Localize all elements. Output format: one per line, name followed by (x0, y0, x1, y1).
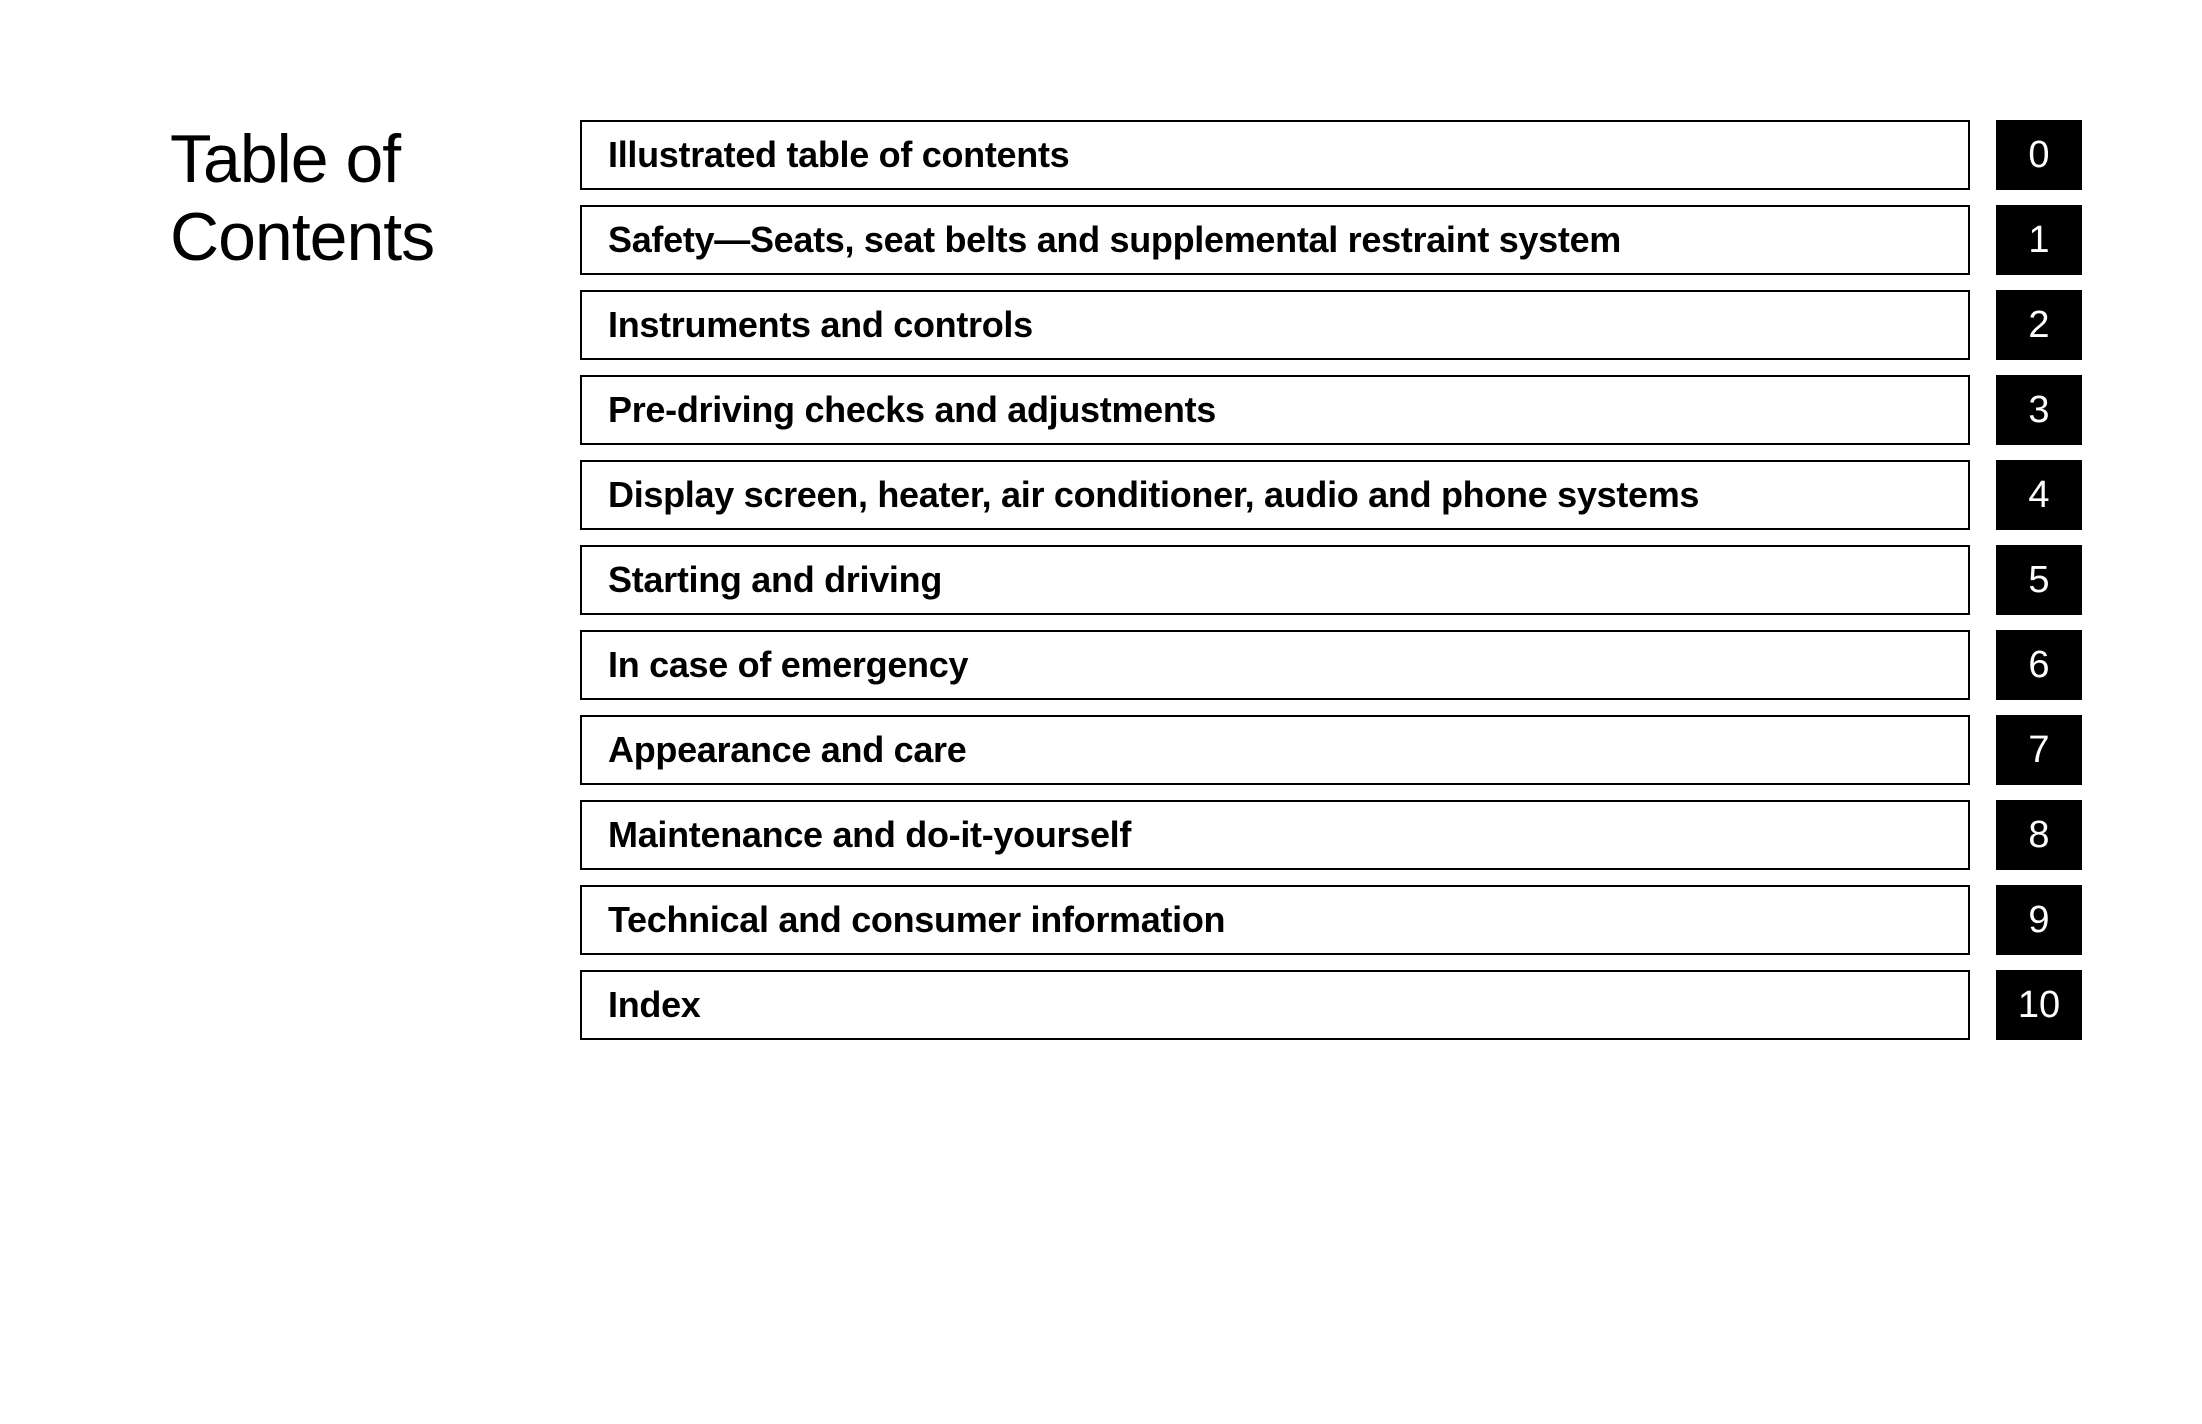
toc-label-box: Technical and consumer information (580, 885, 1970, 955)
toc-label-box: Instruments and controls (580, 290, 1970, 360)
toc-label-box: Appearance and care (580, 715, 1970, 785)
toc-label: Pre-driving checks and adjustments (608, 389, 1216, 431)
toc-row: Illustrated table of contents 0 (580, 120, 2082, 190)
toc-label: Safety—Seats, seat belts and supplementa… (608, 219, 1621, 261)
toc-list: Illustrated table of contents 0 Safety—S… (580, 120, 2082, 1040)
toc-label: Maintenance and do-it-yourself (608, 814, 1131, 856)
toc-label: Display screen, heater, air conditioner,… (608, 474, 1699, 516)
toc-label-box: Index (580, 970, 1970, 1040)
toc-number-box: 6 (1996, 630, 2082, 700)
toc-label: Illustrated table of contents (608, 134, 1069, 176)
toc-number: 5 (2028, 559, 2049, 602)
toc-number-box: 10 (1996, 970, 2082, 1040)
toc-label-box: Safety—Seats, seat belts and supplementa… (580, 205, 1970, 275)
toc-label-box: Pre-driving checks and adjustments (580, 375, 1970, 445)
toc-label: Technical and consumer information (608, 899, 1225, 941)
toc-number-box: 4 (1996, 460, 2082, 530)
toc-label-box: Display screen, heater, air conditioner,… (580, 460, 1970, 530)
toc-number: 6 (2028, 644, 2049, 687)
toc-row: Instruments and controls 2 (580, 290, 2082, 360)
toc-number: 10 (2018, 984, 2060, 1027)
toc-label: Appearance and care (608, 729, 966, 771)
toc-label-box: Maintenance and do-it-yourself (580, 800, 1970, 870)
toc-label-box: Starting and driving (580, 545, 1970, 615)
toc-number: 8 (2028, 814, 2049, 857)
toc-number: 7 (2028, 729, 2049, 772)
title-section: Table of Contents (170, 120, 530, 1040)
toc-number-box: 8 (1996, 800, 2082, 870)
toc-label-box: In case of emergency (580, 630, 1970, 700)
toc-row: In case of emergency 6 (580, 630, 2082, 700)
toc-row: Index 10 (580, 970, 2082, 1040)
toc-number-box: 2 (1996, 290, 2082, 360)
toc-number: 3 (2028, 389, 2049, 432)
toc-number-box: 5 (1996, 545, 2082, 615)
toc-row: Safety—Seats, seat belts and supplementa… (580, 205, 2082, 275)
toc-label: Instruments and controls (608, 304, 1033, 346)
toc-number: 2 (2028, 304, 2049, 347)
toc-label: In case of emergency (608, 644, 968, 686)
toc-number: 9 (2028, 899, 2049, 942)
toc-number: 1 (2028, 219, 2049, 262)
toc-label: Starting and driving (608, 559, 942, 601)
toc-row: Technical and consumer information 9 (580, 885, 2082, 955)
toc-number: 0 (2028, 134, 2049, 177)
toc-number: 4 (2028, 474, 2049, 517)
toc-number-box: 7 (1996, 715, 2082, 785)
toc-number-box: 0 (1996, 120, 2082, 190)
toc-row: Maintenance and do-it-yourself 8 (580, 800, 2082, 870)
page-container: Table of Contents Illustrated table of c… (0, 0, 2202, 1160)
toc-number-box: 9 (1996, 885, 2082, 955)
toc-number-box: 3 (1996, 375, 2082, 445)
toc-label: Index (608, 984, 701, 1026)
toc-number-box: 1 (1996, 205, 2082, 275)
page-title: Table of Contents (170, 120, 530, 276)
toc-row: Pre-driving checks and adjustments 3 (580, 375, 2082, 445)
toc-label-box: Illustrated table of contents (580, 120, 1970, 190)
toc-row: Display screen, heater, air conditioner,… (580, 460, 2082, 530)
toc-row: Appearance and care 7 (580, 715, 2082, 785)
toc-row: Starting and driving 5 (580, 545, 2082, 615)
